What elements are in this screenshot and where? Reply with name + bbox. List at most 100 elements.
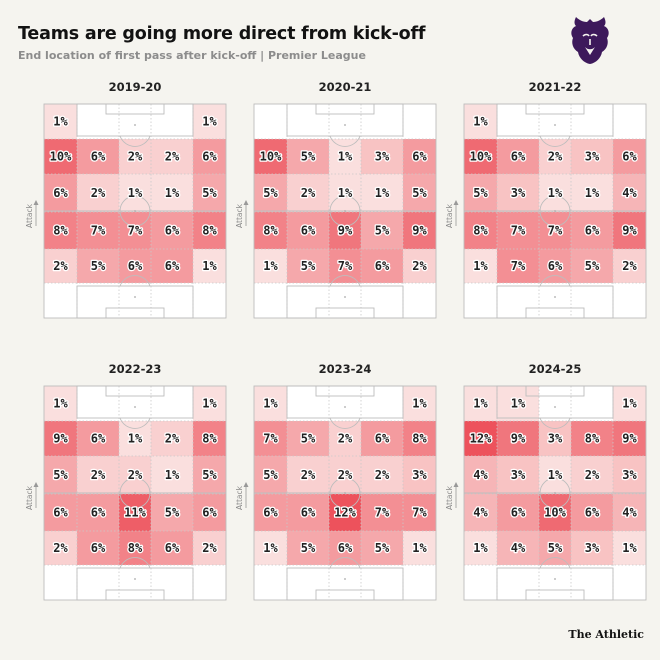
cell-value-label: 5% (548, 541, 563, 555)
heatmap-cell (44, 104, 77, 139)
heatmap-cell (329, 565, 361, 600)
attack-arrow-icon (453, 200, 459, 226)
cell-value-label: 8% (585, 432, 600, 446)
cell-value-label: 3% (375, 150, 390, 164)
heatmap-cell (497, 421, 539, 456)
cell-value-label: 1% (548, 468, 563, 482)
cell-value-label: 2% (91, 468, 106, 482)
cell-value-label: 6% (53, 186, 68, 200)
heatmap-cell (497, 283, 539, 318)
heatmap-cell (254, 139, 287, 174)
heatmap-cell (464, 139, 497, 174)
cell-value-label: 2% (301, 186, 316, 200)
heatmap-cell (193, 494, 226, 531)
heatmap-cell (464, 283, 497, 318)
cell-value-label: 1% (202, 397, 217, 411)
cell-value-label: 8% (202, 224, 217, 238)
heatmap-cell (539, 531, 571, 565)
heatmap-cell (254, 249, 287, 283)
heatmap-cell (613, 104, 646, 139)
cell-value-label: 4% (622, 186, 637, 200)
heatmap-cell (464, 494, 497, 531)
cell-value-label: 7% (412, 506, 427, 520)
cell-value-label: 5% (263, 468, 278, 482)
heatmap-cell (571, 212, 613, 249)
cell-value-label: 2% (548, 150, 563, 164)
heatmap-cell (287, 421, 329, 456)
heatmap-cell (254, 531, 287, 565)
heatmap-cell (193, 283, 226, 318)
cell-value-label: 7% (263, 432, 278, 446)
cell-value-label: 7% (91, 224, 106, 238)
heatmap-cell (193, 386, 226, 421)
season-title: 2021-22 (528, 80, 582, 94)
cell-value-label: 5% (202, 186, 217, 200)
heatmap-cell (77, 174, 119, 212)
cell-value-label: 2% (412, 259, 427, 273)
cell-value-label: 2% (301, 468, 316, 482)
heatmap-cell (151, 565, 193, 600)
pitch-heatmap: Attack 1% 10% 6% 2% 3% 6% 5% 3% 1% 1% 4% 8% 7% 7% 6% 9% 1… (445, 103, 647, 319)
cell-value-label: 1% (412, 541, 427, 555)
cell-value-label: 12% (470, 432, 492, 446)
heatmap-cell (193, 139, 226, 174)
heatmap-cell (329, 386, 361, 421)
cell-value-label: 3% (412, 468, 427, 482)
heatmap-cell (613, 494, 646, 531)
grid-lines (254, 104, 436, 318)
cell-value-label: 9% (622, 432, 637, 446)
heatmap-cell (613, 531, 646, 565)
heatmap-cell (329, 139, 361, 174)
attack-arrow-icon (243, 482, 249, 508)
heatmap-cell (193, 456, 226, 494)
heatmap-cell (119, 139, 151, 174)
heatmap-cell (44, 283, 77, 318)
cell-value-label: 1% (511, 397, 526, 411)
cell-value-label: 8% (263, 224, 278, 238)
pitch-heatmap: Attack 1% 1% 9% 6% 1% 2% 8% 5% 2% 2% 1% 5% 6% 6% 11% 5% 6… (25, 385, 227, 601)
heatmap-cell (613, 249, 646, 283)
heatmap-cell (539, 456, 571, 494)
heatmap-cell (151, 531, 193, 565)
cell-value-label: 4% (622, 506, 637, 520)
cell-value-label: 1% (338, 186, 353, 200)
season-panel: 2021-22 Attack 1% 10% 6% 2% 3% 6% 5% 3% 1% 1% 4% 8% 7%… (445, 80, 650, 320)
heatmap-cell (254, 174, 287, 212)
cell-value-label: 8% (53, 224, 68, 238)
heatmap-cell (193, 421, 226, 456)
cell-value-label: 6% (338, 541, 353, 555)
heatmap-cell (329, 456, 361, 494)
cell-value-label: 3% (548, 432, 563, 446)
cell-value-label: 2% (165, 150, 180, 164)
heatmap-cell (119, 565, 151, 600)
cell-value-label: 7% (338, 259, 353, 273)
cell-value-label: 2% (202, 541, 217, 555)
heatmap-cell (571, 386, 613, 421)
cell-value-label: 1% (202, 259, 217, 273)
heatmap-cell (361, 283, 403, 318)
heatmap-cell (254, 283, 287, 318)
heatmap-cell (193, 212, 226, 249)
season-title: 2020-21 (318, 80, 372, 94)
cell-value-label: 9% (412, 224, 427, 238)
heatmap-cell (361, 174, 403, 212)
heatmap-cell (44, 531, 77, 565)
heatmap-cell (464, 531, 497, 565)
heatmap-cell (361, 139, 403, 174)
cell-value-label: 6% (412, 150, 427, 164)
cell-value-label: 1% (375, 186, 390, 200)
heatmap-cell (329, 212, 361, 249)
pitch-markings (463, 385, 647, 601)
pitch-markings (43, 103, 227, 319)
heatmap-cell (403, 531, 436, 565)
heatmap-cell (539, 104, 571, 139)
cell-value-label: 1% (53, 115, 68, 129)
heatmap-cell (571, 531, 613, 565)
heatmap-cell (497, 174, 539, 212)
heatmap-cell (571, 174, 613, 212)
cell-value-label: 5% (202, 468, 217, 482)
heatmap-cell (77, 104, 119, 139)
heatmap-cell (464, 456, 497, 494)
cell-value-label: 8% (412, 432, 427, 446)
heatmap-cell (151, 212, 193, 249)
